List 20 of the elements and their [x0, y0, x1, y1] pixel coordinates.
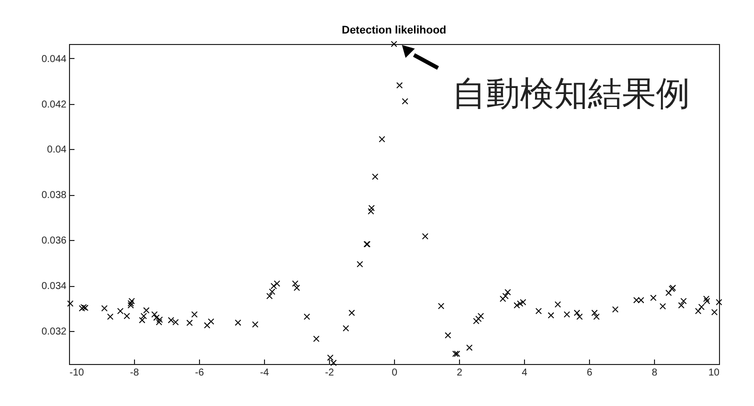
y-tick-label: 0.038 — [41, 190, 67, 202]
y-tick-label: 0.036 — [41, 236, 67, 247]
x-tick-label: 8 — [652, 368, 658, 378]
y-tick-label: 0.042 — [41, 99, 67, 110]
annotation: 自動検知結果例 — [452, 74, 690, 114]
y-tick-label: 0.04 — [47, 144, 67, 156]
x-tick-label: 4 — [522, 368, 528, 378]
x-tick-label: 10 — [708, 368, 720, 378]
chart-title: Detection likelihood — [342, 24, 446, 36]
y-tick-label: 0.032 — [41, 326, 67, 338]
x-tick-label: 6 — [586, 368, 593, 378]
x-tick-label: -10 — [70, 368, 84, 378]
y-tick-label: 0.034 — [41, 281, 67, 292]
x-tick-label: -8 — [130, 368, 140, 378]
x-tick-label: 0 — [392, 368, 398, 378]
x-tick-label: -2 — [325, 368, 334, 378]
x-tick-label: -6 — [195, 368, 204, 378]
x-tick-label: 2 — [456, 368, 463, 378]
x-tick-label: -4 — [260, 368, 270, 378]
y-tick-label: 0.044 — [41, 54, 67, 65]
